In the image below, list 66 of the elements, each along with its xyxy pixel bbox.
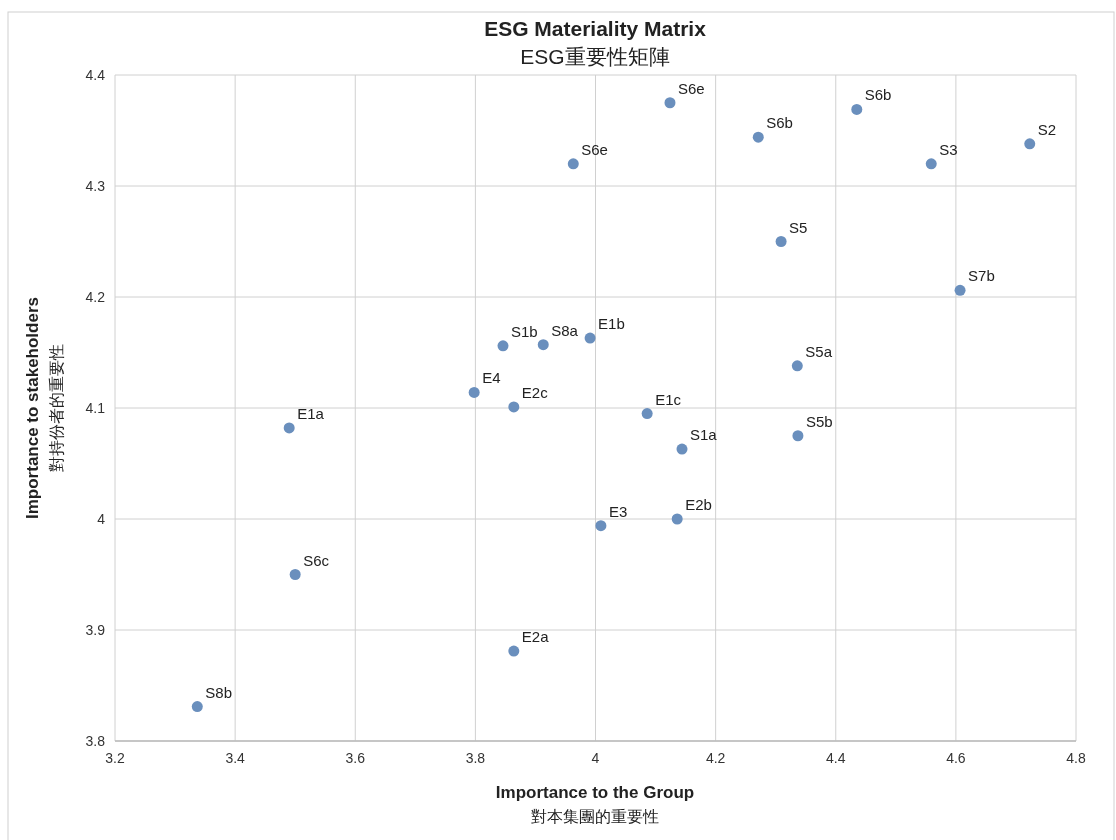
x-tick-label: 4.2	[705, 750, 726, 766]
point	[508, 645, 520, 657]
y-tick-label: 4.3	[85, 178, 106, 194]
annotation: E2b	[685, 496, 712, 513]
x-tick-label: 4	[591, 750, 600, 766]
point	[468, 386, 480, 398]
annotation: E3	[608, 502, 628, 520]
x-axis-title: Importance to the Group 對本集團的重要性	[495, 783, 695, 825]
annotation: S6e	[677, 79, 705, 97]
point	[191, 701, 203, 713]
point	[595, 520, 607, 532]
annotation: E2c	[521, 383, 549, 401]
x-tick-label: 3.8	[465, 750, 486, 766]
point	[925, 158, 937, 170]
point	[791, 360, 803, 372]
point	[584, 332, 596, 344]
y-tick-label: 3.8	[85, 733, 106, 749]
x-tick-label: 3.6	[345, 750, 366, 766]
point	[954, 284, 966, 296]
x-tick-label: 4.8	[1066, 750, 1086, 766]
annotation: S1a	[689, 426, 718, 444]
annotation: S8b	[205, 683, 232, 701]
point	[567, 158, 579, 170]
point	[775, 236, 787, 247]
annotation: S2	[1037, 120, 1057, 138]
annotation: S1b	[511, 322, 538, 340]
point	[671, 513, 683, 525]
x-tick-label: 4.6	[946, 750, 966, 766]
point	[851, 103, 863, 115]
y-tick-label: 4	[97, 511, 106, 527]
annotation: S5b	[805, 412, 833, 430]
annotation: S6b	[864, 86, 892, 104]
annotation: E4	[482, 369, 501, 387]
y-axis-title: Importance to stakeholders 對持份者的重要性	[23, 296, 65, 520]
annotation: S5a	[805, 342, 833, 360]
y-tick-label: 4.1	[85, 400, 106, 416]
annotation: S7b	[968, 267, 995, 285]
point	[792, 430, 804, 442]
point	[752, 131, 764, 143]
point	[1024, 138, 1036, 150]
annotation: S6e	[581, 140, 608, 158]
annotation: E2a	[521, 628, 550, 646]
annotation: S5	[789, 218, 808, 236]
annotation: S6b	[766, 114, 793, 132]
point	[641, 408, 653, 420]
x-tick-label: 3.4	[225, 750, 246, 766]
annotation: E1c	[655, 390, 682, 408]
annotation: S6c	[303, 551, 330, 569]
point	[497, 340, 509, 352]
chart-subtitle: ESG重要性矩陣	[520, 45, 670, 68]
chart-title: ESG Materiality Matrix	[484, 17, 707, 40]
point	[289, 569, 301, 580]
y-tick-label: 4.4	[85, 67, 106, 83]
point	[508, 401, 520, 413]
annotation: E1a	[297, 404, 325, 422]
point	[537, 339, 549, 351]
x-tick-label: 4.4	[826, 750, 846, 766]
y-tick-label: 3.9	[85, 622, 106, 638]
point	[283, 422, 295, 434]
annotation: S3	[939, 140, 958, 158]
y-tick-label: 4.2	[85, 289, 106, 305]
point	[676, 443, 688, 455]
x-tick-label: 3.2	[105, 750, 125, 766]
point	[664, 97, 676, 109]
annotation: S8a	[551, 321, 579, 339]
annotation: E1b	[598, 315, 625, 333]
